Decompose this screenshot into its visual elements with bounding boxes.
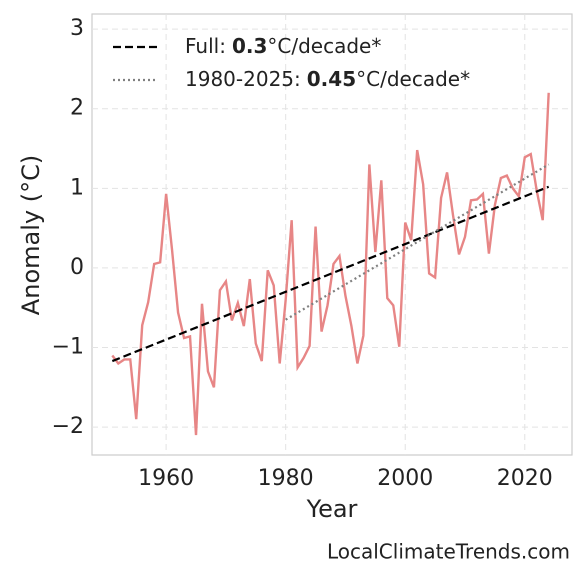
x-axis-label: Year: [306, 495, 358, 523]
x-tick-label: 2000: [377, 466, 433, 491]
y-tick-label: 2: [70, 96, 84, 121]
y-tick-label: −2: [52, 414, 84, 439]
y-tick-label: 0: [70, 255, 84, 280]
y-axis-label: Anomaly (°C): [17, 155, 45, 315]
x-tick-label: 1980: [258, 466, 314, 491]
legend-slope: 0.45: [307, 67, 356, 91]
y-tick-label: 1: [70, 175, 84, 200]
series-line: [111, 92, 550, 436]
legend-name: 1980-2025:: [185, 67, 301, 91]
series-line: [285, 163, 550, 321]
y-tick-label: −1: [52, 335, 84, 360]
plot-frame: [91, 13, 573, 456]
legend-slope: 0.3: [232, 34, 267, 58]
x-tick-label: 1960: [138, 466, 194, 491]
x-tick-label: 2020: [497, 466, 553, 491]
legend-unit: °C/decade*: [267, 34, 381, 58]
series-line: [111, 185, 550, 363]
y-tick-label: 3: [70, 16, 84, 41]
legend-label: Full: 0.3°C/decade*: [185, 34, 381, 58]
legend-unit: °C/decade*: [356, 67, 470, 91]
footer: LocalClimateTrends.com: [327, 540, 570, 564]
legend-name: Full:: [185, 34, 226, 58]
legend-label: 1980-2025: 0.45°C/decade*: [185, 67, 470, 91]
